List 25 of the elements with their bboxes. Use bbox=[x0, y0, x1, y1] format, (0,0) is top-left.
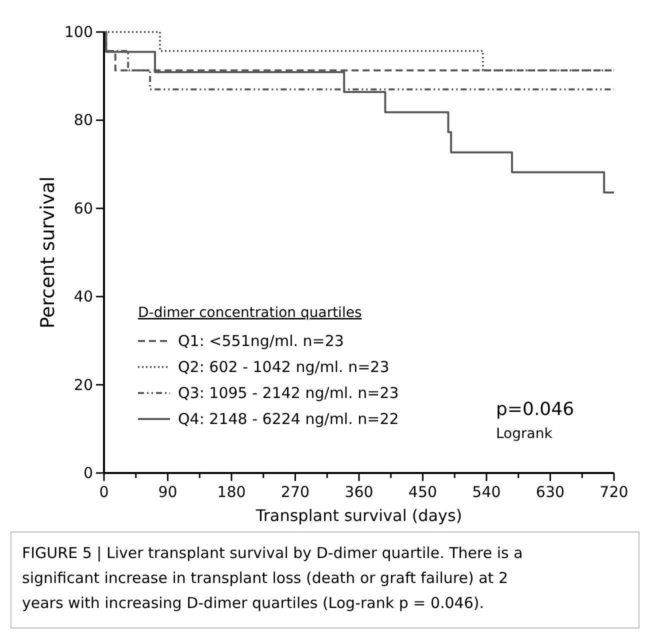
legend-label: Q1: <551ng/ml. n=23 bbox=[178, 332, 344, 350]
annotation: Logrank bbox=[496, 426, 554, 442]
x-tick-label: 720 bbox=[600, 483, 628, 501]
legend-label: Q3: 1095 - 2142 ng/ml. n=23 bbox=[178, 384, 399, 402]
x-tick-label: 630 bbox=[536, 483, 565, 501]
y-tick-label: 80 bbox=[74, 111, 93, 130]
caption: FIGURE 5 | Liver transplant survival by D-dimer quartile. There is a significant increase in transplant loss (death or graft failure) at 2 years with increasing D-dimer quartiles (Log-rank p = 0.046). bbox=[22, 544, 523, 612]
x-tick-label: 0 bbox=[99, 483, 109, 501]
legend-label: Q4: 2148 - 6224 ng/ml. n=22 bbox=[178, 410, 399, 428]
y-tick-label: 60 bbox=[74, 199, 93, 218]
annotation: p=0.046 bbox=[496, 399, 574, 420]
x-tick-label: 90 bbox=[158, 483, 178, 501]
legend-title: D-dimer concentration quartiles bbox=[138, 305, 362, 321]
x-tick-label: 540 bbox=[472, 483, 501, 501]
y-tick-label: 0 bbox=[83, 464, 93, 482]
y-tick-label: 100 bbox=[64, 23, 93, 41]
y-axis-title: Percent survival bbox=[37, 176, 59, 328]
x-tick-label: 270 bbox=[280, 483, 310, 501]
x-axis-title: Transplant survival (days) bbox=[254, 506, 462, 525]
x-tick-label: 360 bbox=[344, 483, 374, 501]
y-tick-label: 40 bbox=[74, 288, 93, 306]
legend-label: Q2: 602 - 1042 ng/ml. n=23 bbox=[178, 358, 390, 376]
y-tick-label: 20 bbox=[74, 376, 93, 394]
x-tick-label: 450 bbox=[408, 483, 438, 501]
x-tick-label: 180 bbox=[217, 483, 246, 501]
